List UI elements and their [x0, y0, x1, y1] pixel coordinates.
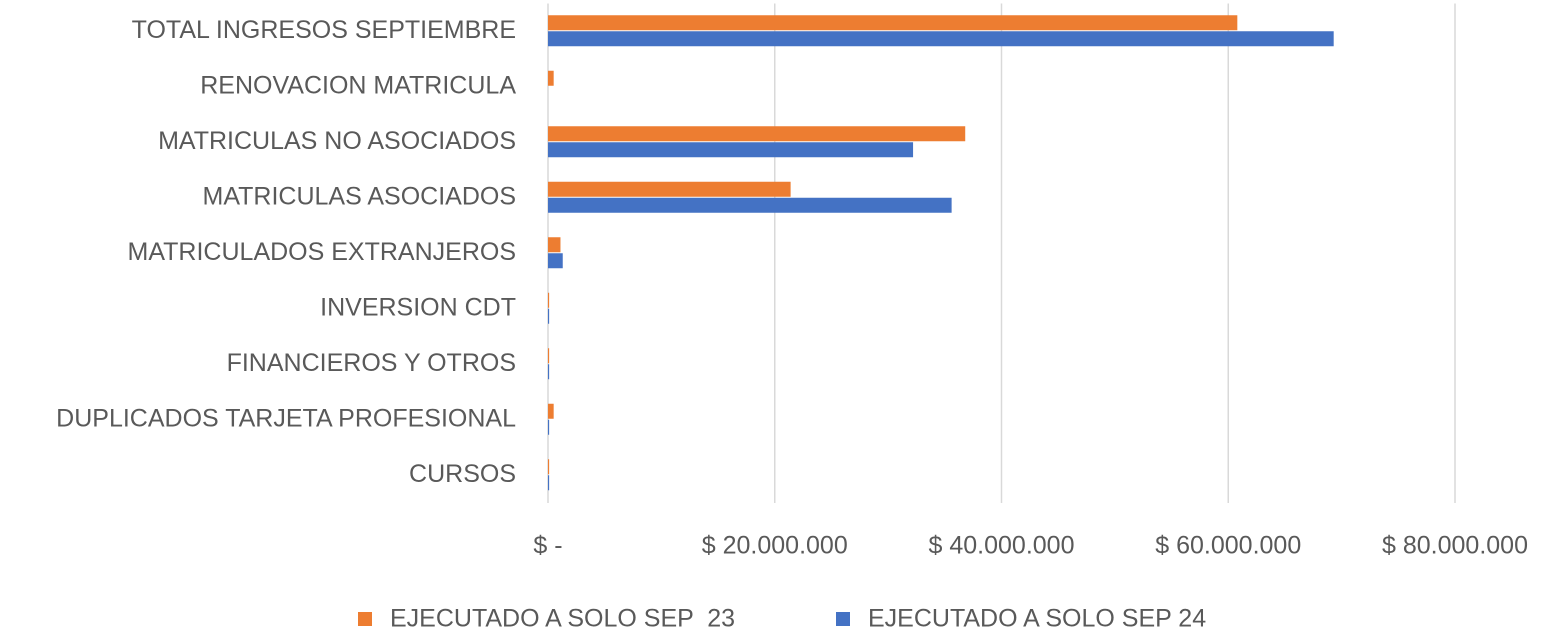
y-tick-label: FINANCIEROS Y OTROS	[227, 349, 516, 377]
bar	[548, 475, 550, 491]
legend-label: EJECUTADO A SOLO SEP 23	[390, 605, 735, 633]
bar	[548, 31, 1334, 47]
bar	[548, 181, 791, 197]
bar	[548, 459, 550, 475]
y-tick-label: DUPLICADOS TARJETA PROFESIONAL	[56, 404, 516, 432]
x-tick-label: $ 80.000.000	[1382, 532, 1528, 560]
legend-swatch	[358, 612, 372, 626]
x-tick-label: $ 20.000.000	[702, 532, 848, 560]
bar	[548, 70, 554, 86]
y-tick-label: MATRICULAS NO ASOCIADOS	[158, 127, 516, 155]
legend-swatch	[836, 612, 850, 626]
bar	[548, 197, 952, 213]
legend-label: EJECUTADO A SOLO SEP 24	[868, 605, 1206, 633]
bar	[548, 237, 561, 253]
bar	[548, 403, 554, 419]
y-tick-label: MATRICULAS ASOCIADOS	[203, 182, 517, 210]
bar	[548, 292, 550, 308]
bar	[548, 253, 563, 269]
y-tick-label: MATRICULADOS EXTRANJEROS	[128, 238, 516, 266]
x-tick-label: $ -	[533, 532, 562, 560]
bar	[548, 308, 550, 324]
bar	[548, 126, 966, 142]
bar	[548, 419, 550, 435]
y-tick-label: RENOVACION MATRICULA	[200, 71, 516, 99]
bar	[548, 142, 914, 158]
x-tick-label: $ 60.000.000	[1155, 532, 1301, 560]
x-tick-label: $ 40.000.000	[929, 532, 1075, 560]
y-tick-label: TOTAL INGRESOS SEPTIEMBRE	[132, 16, 516, 44]
bar	[548, 15, 1238, 31]
bar	[548, 364, 550, 380]
y-tick-label: CURSOS	[409, 460, 516, 488]
bar	[548, 348, 550, 364]
y-tick-label: INVERSION CDT	[320, 293, 516, 321]
